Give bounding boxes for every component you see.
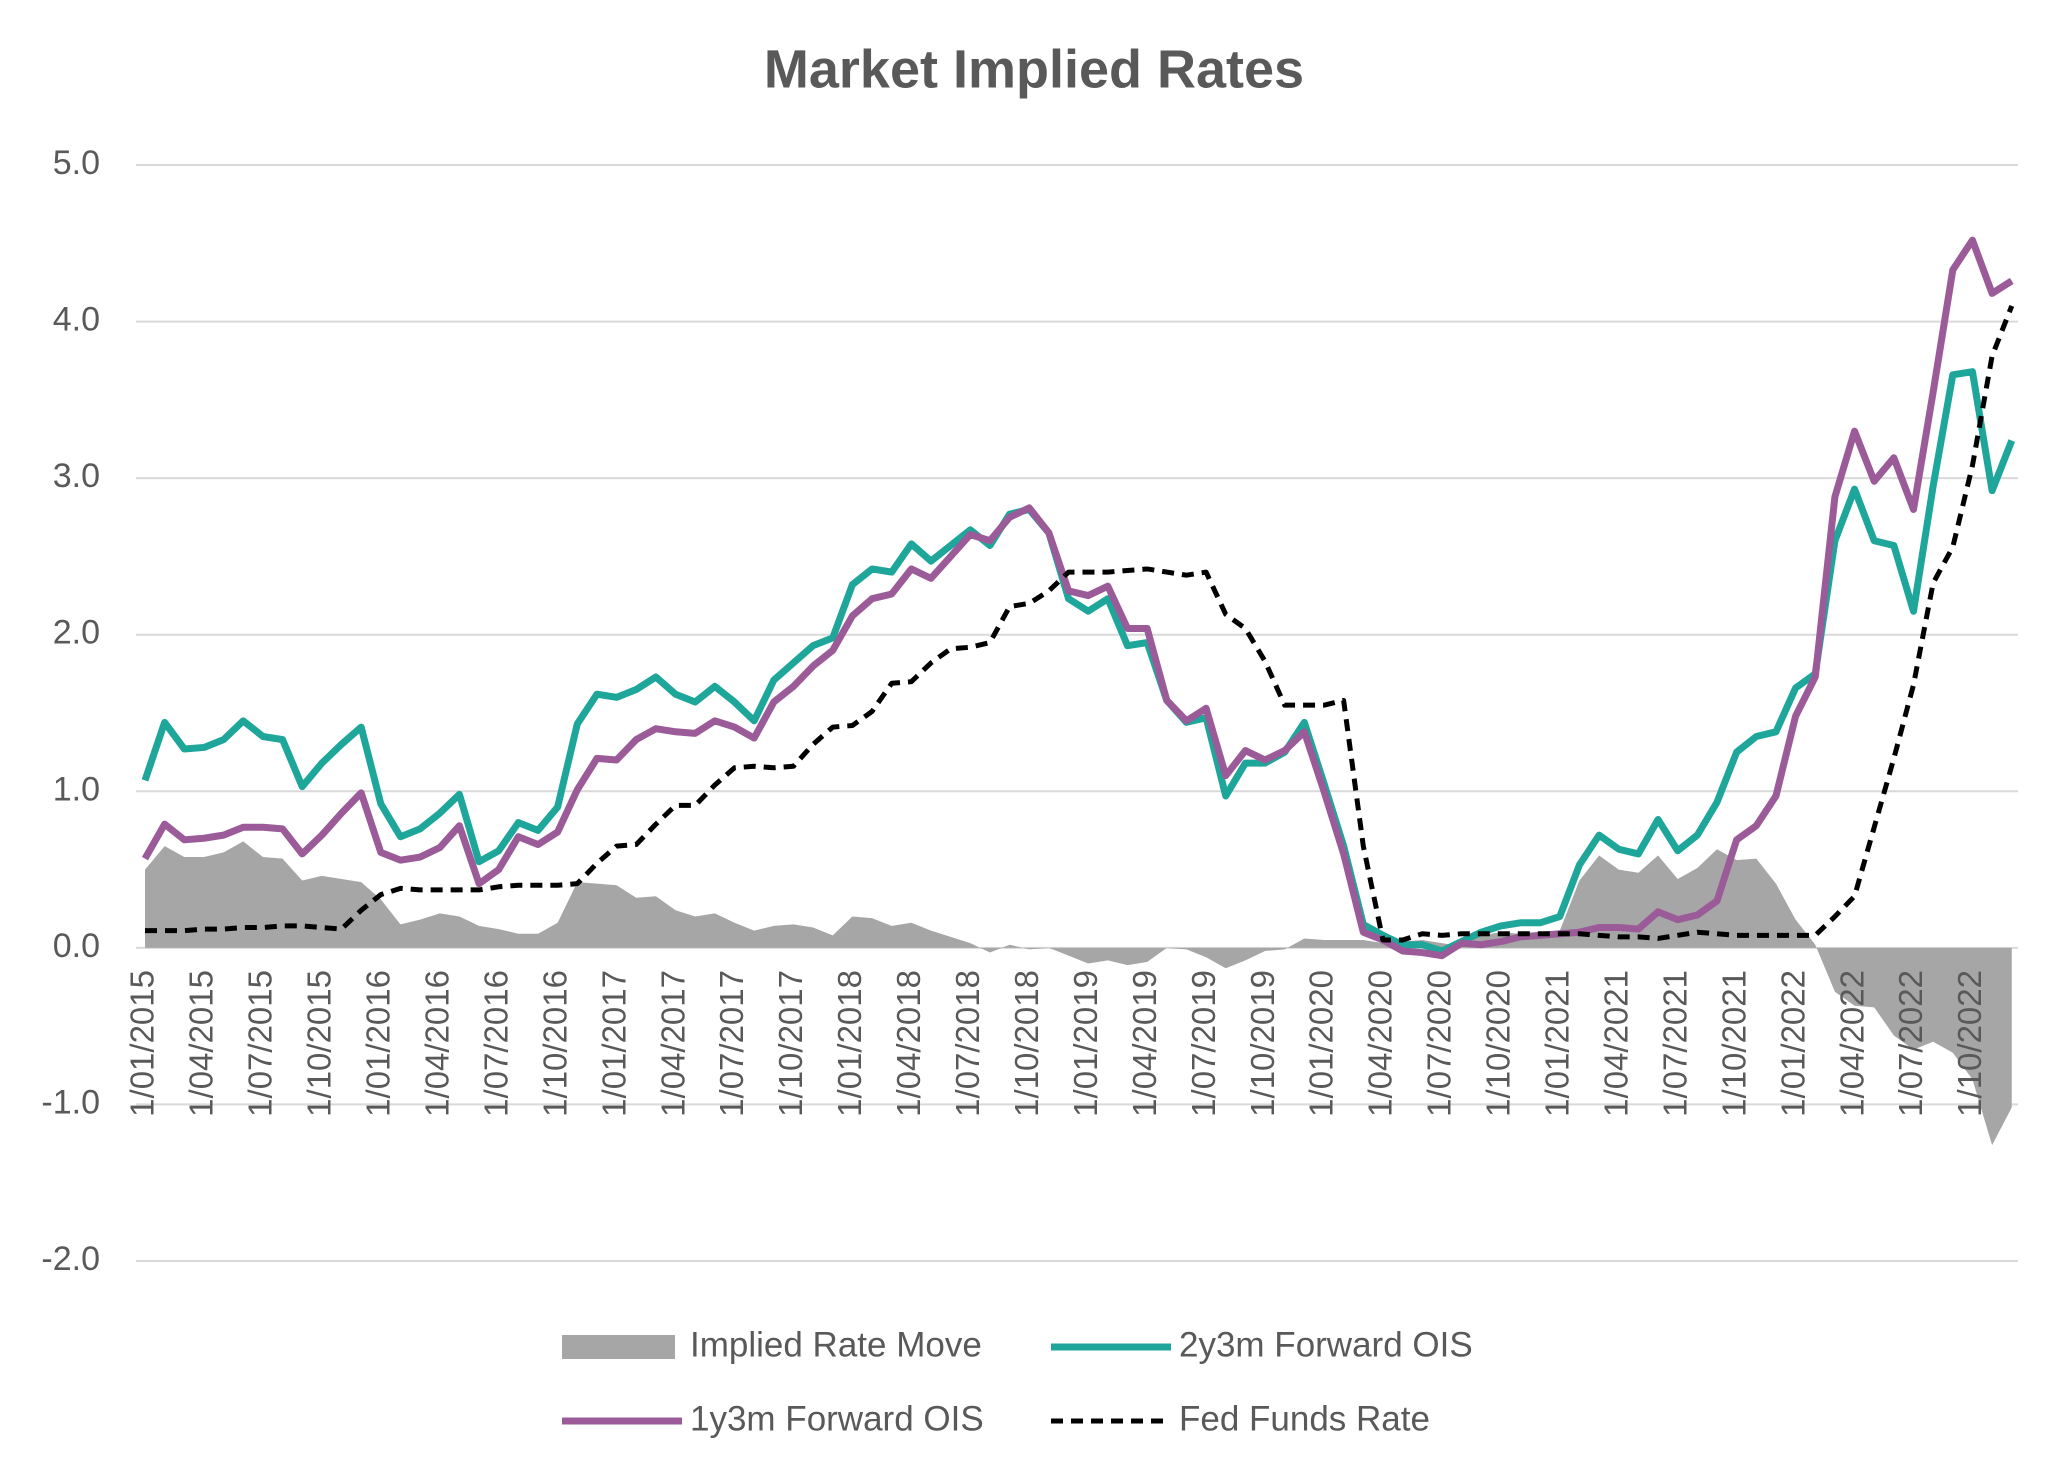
x-tick-label: 1/01/2018 (831, 970, 868, 1117)
x-tick-label: 1/01/2021 (1539, 970, 1576, 1117)
x-tick-label: 1/04/2017 (654, 970, 691, 1117)
x-tick-label: 1/04/2021 (1597, 970, 1634, 1117)
x-tick-label: 1/10/2016 (536, 970, 573, 1117)
y-tick-label: -2.0 (41, 1240, 100, 1278)
x-tick-label: 1/07/2022 (1892, 970, 1929, 1117)
y-tick-label: 2.0 (53, 614, 100, 652)
chart-title: Market Implied Rates (764, 39, 1304, 99)
line (141, 236, 2014, 960)
x-tick-label: 1/01/2022 (1774, 970, 1811, 1117)
x-tick-label: 1/10/2017 (772, 970, 809, 1117)
x-tick-label: 1/04/2019 (1126, 970, 1163, 1117)
x-axis: 1/01/2015 1/04/2015 1/07/2015 1/10/2015 1/01… (124, 970, 1988, 1117)
x-tick-label: 1/10/2018 (1008, 970, 1045, 1117)
x-tick-label: 1/07/2018 (949, 970, 986, 1117)
x-tick-label: 1/10/2022 (1951, 970, 1988, 1117)
y-tick-label: 1.0 (53, 770, 100, 808)
legend: Implied Rate Move 2y3m Forward OIS 1y3m Fo… (562, 1325, 1473, 1438)
legend-label: Implied Rate Move (690, 1325, 982, 1364)
x-tick-label: 1/07/2021 (1656, 970, 1693, 1117)
x-tick-label: 1/10/2021 (1715, 970, 1752, 1117)
x-tick-label: 1/10/2019 (1244, 970, 1281, 1117)
x-tick-label: 1/04/2022 (1833, 970, 1870, 1117)
grid: -2.0 -1.0 0.0 1.0 2.0 3.0 4.0 5.0 (41, 144, 2018, 1278)
y-tick-label: 3.0 (53, 457, 100, 495)
x-tick-label: 1/04/2016 (418, 970, 455, 1117)
x-tick-label: 1/07/2020 (1421, 970, 1458, 1117)
dashed-line (145, 305, 2015, 943)
x-tick-label: 1/07/2015 (242, 970, 279, 1117)
x-tick-label: 1/07/2016 (477, 970, 514, 1117)
x-tick-label: 1/01/2020 (1303, 970, 1340, 1117)
y-tick-label: -1.0 (41, 1083, 100, 1121)
plot-area (141, 236, 2016, 1146)
x-tick-label: 1/01/2016 (360, 970, 397, 1117)
x-tick-label: 1/07/2017 (713, 970, 750, 1117)
y-tick-label: 4.0 (53, 301, 100, 339)
x-tick-label: 1/04/2015 (183, 970, 220, 1117)
legend-label: 2y3m Forward OIS (1179, 1325, 1473, 1364)
x-tick-label: 1/04/2018 (890, 970, 927, 1117)
x-tick-label: 1/04/2020 (1362, 970, 1399, 1117)
area (145, 841, 2012, 1146)
x-tick-label: 1/10/2015 (301, 970, 338, 1117)
x-tick-label: 1/01/2019 (1067, 970, 1104, 1117)
legend-swatch (562, 1335, 675, 1359)
x-tick-label: 1/10/2020 (1480, 970, 1517, 1117)
y-tick-label: 5.0 (53, 144, 100, 182)
x-tick-label: 1/01/2015 (124, 970, 161, 1117)
x-tick-label: 1/07/2019 (1185, 970, 1222, 1117)
legend-label: Fed Funds Rate (1179, 1399, 1430, 1438)
legend-label: 1y3m Forward OIS (690, 1399, 984, 1438)
x-tick-label: 1/01/2017 (595, 970, 632, 1117)
line (141, 368, 2016, 955)
y-tick-label: 0.0 (53, 927, 100, 965)
